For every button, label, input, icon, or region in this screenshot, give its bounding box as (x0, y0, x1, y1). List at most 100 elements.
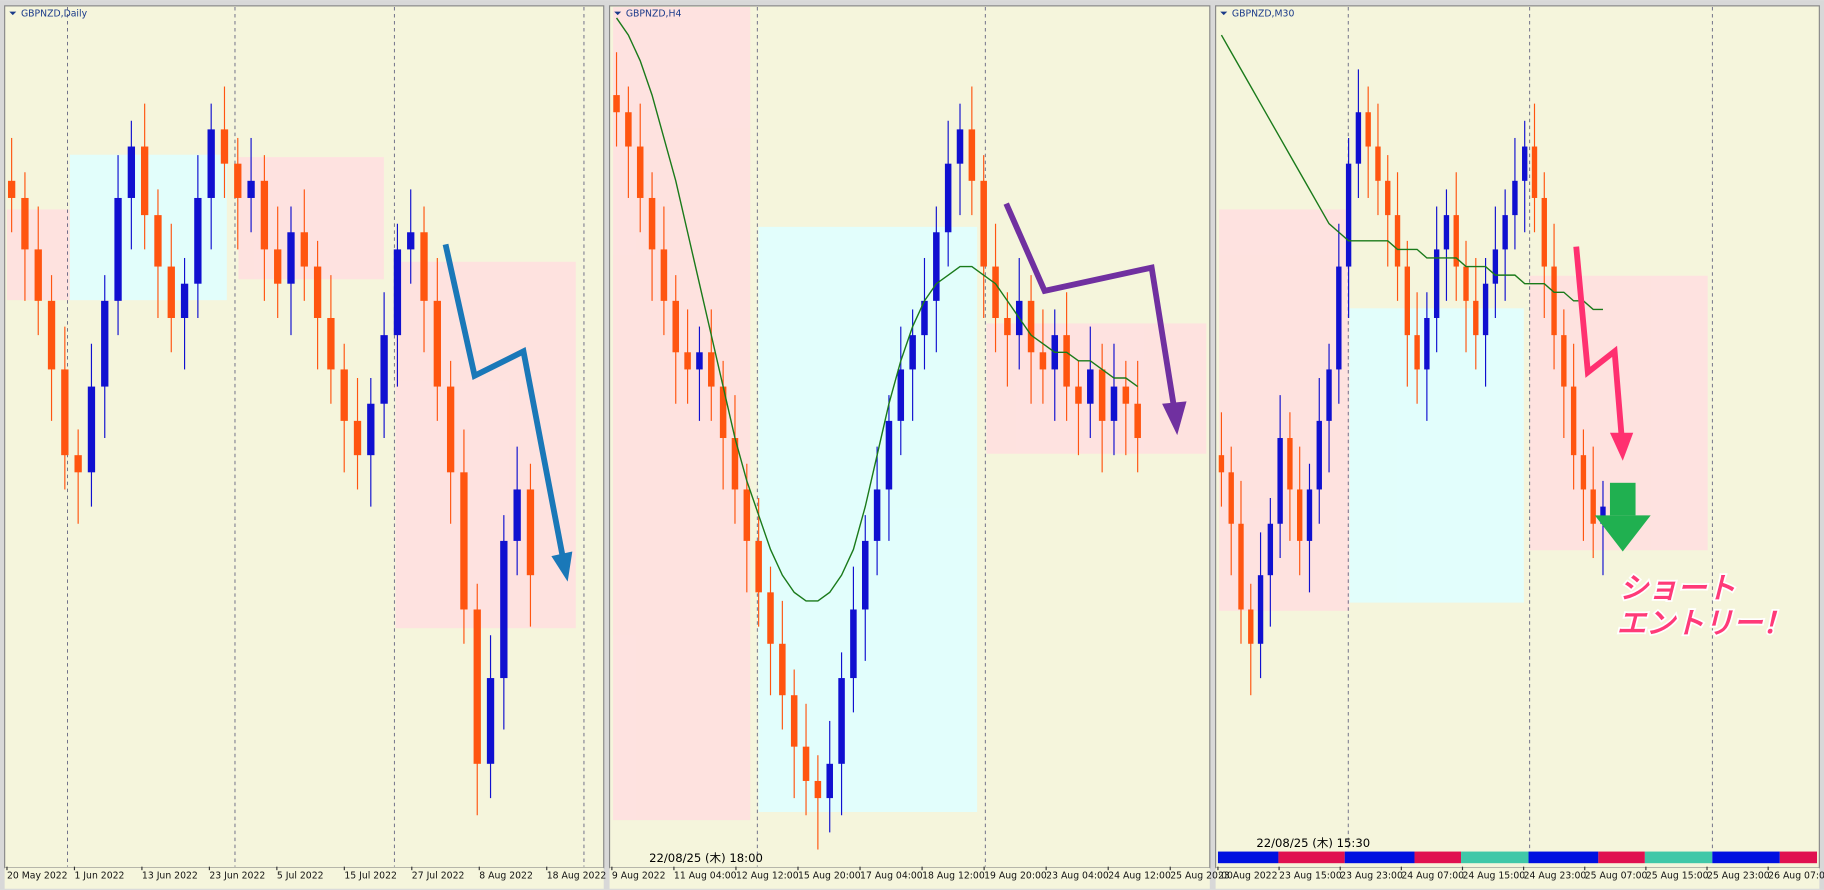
candle-body (194, 197, 202, 284)
candle-body (636, 146, 644, 198)
candle-body (393, 249, 402, 336)
x-tick-label: 24 Aug 15:00 (1462, 870, 1525, 881)
session-bar (1217, 851, 1818, 864)
cursor-time: 22/08/25 (木) 15:30 (1256, 836, 1370, 850)
candle-body (1228, 472, 1234, 524)
candle-body (1541, 197, 1547, 267)
candle-body (1122, 386, 1130, 404)
candle-body (1110, 386, 1118, 421)
panel-menu-icon (1220, 11, 1228, 16)
candle-body (1267, 523, 1274, 576)
candle-body (61, 369, 69, 456)
candle-body (1414, 335, 1420, 370)
x-tick-label: 23 Aug 15:00 (1279, 870, 1342, 881)
x-tick-label: 25 Aug 20:00 (1170, 870, 1233, 881)
candle-body (87, 386, 96, 473)
x-tick-label: 15 Jul 2022 (344, 870, 397, 881)
moving-average (1220, 34, 1603, 311)
candle-body (234, 163, 242, 198)
candle-body (1502, 215, 1508, 250)
x-tick-label: 18 Aug 12:00 (922, 870, 985, 881)
candle-body (513, 489, 521, 541)
x-tick-label: 24 Aug 12:00 (1108, 870, 1171, 881)
candle-body (873, 489, 881, 541)
candle-body (1355, 112, 1362, 164)
x-tick-label: 13 Jun 2022 (142, 870, 198, 881)
x-tick-label: 11 Aug 04:00 (674, 870, 737, 881)
x-tick-label: 9 Aug 2022 (612, 870, 666, 881)
candle-body (460, 472, 468, 610)
candle-body (180, 283, 189, 318)
candle-body (862, 540, 869, 610)
candle-body (446, 386, 455, 473)
x-tick-label: 23 Aug 2022 (1218, 870, 1278, 881)
cursor-time: 22/08/25 (木) 18:00 (649, 851, 763, 865)
x-tick-label: 12 Aug 12:00 (736, 870, 799, 881)
candle-body (1453, 215, 1459, 267)
candle-body (933, 232, 940, 301)
candle-body (1004, 317, 1011, 336)
candle-body (74, 455, 82, 473)
candle-body (1561, 335, 1567, 387)
candle-body (684, 352, 691, 370)
candle-body (1482, 283, 1489, 336)
candle-body (790, 695, 798, 747)
candle-body (433, 300, 441, 387)
candle-body (885, 420, 893, 490)
candle-body (1336, 266, 1342, 370)
candle-body (767, 592, 774, 644)
candle-body (141, 146, 149, 216)
candle-body (1375, 146, 1381, 181)
candle-body (921, 300, 928, 336)
x-tick-label: 19 Aug 20:00 (984, 870, 1047, 881)
candle-body (1287, 438, 1293, 490)
candle-body (101, 300, 109, 387)
panel-title: GBPNZD,Daily (21, 8, 88, 19)
candle-body (1404, 266, 1411, 336)
candle-body (353, 420, 362, 456)
panel-title: GBPNZD,H4 (626, 8, 682, 19)
candle-body (1098, 369, 1106, 421)
candle-body (287, 232, 295, 284)
candle-body (944, 163, 952, 233)
candle-body (260, 180, 269, 250)
candle-body (220, 129, 229, 164)
x-tick-label: 25 Aug 07:00 (1585, 870, 1648, 881)
x-tick-label: 1 Jun 2022 (74, 870, 124, 881)
candle-body (473, 609, 481, 764)
x-tick-label: 26 Aug 07:00 (1768, 870, 1824, 881)
candle-body (380, 335, 388, 404)
candle-body (407, 232, 415, 250)
candle-body (1580, 455, 1587, 490)
x-tick-label: 20 May 2022 (7, 870, 68, 881)
candle-body (1590, 489, 1596, 524)
candle-body (1316, 420, 1322, 490)
candle-body (755, 540, 762, 593)
candle-body (1433, 249, 1440, 318)
candle-body (1277, 438, 1283, 524)
candle-body (826, 763, 833, 799)
candle-body (992, 266, 999, 318)
candle-body (779, 643, 786, 696)
x-tick-label: 25 Aug 15:00 (1646, 870, 1709, 881)
candle-body (897, 369, 905, 421)
candle-body (1473, 300, 1479, 336)
candle-body (1522, 146, 1528, 181)
candle-body (1248, 609, 1254, 644)
x-tick-label: 25 Aug 23:00 (1707, 870, 1770, 881)
candle-body (1600, 506, 1606, 524)
candle-body (708, 352, 715, 387)
candle-body (1443, 215, 1450, 250)
candle-body (1345, 163, 1352, 267)
candle-body (731, 438, 739, 490)
candle-body (7, 180, 16, 198)
candle-body (696, 352, 703, 370)
candle-body (1512, 180, 1518, 216)
panel-menu-icon (9, 11, 17, 16)
candle-body (1218, 455, 1225, 473)
candle-body (1492, 249, 1499, 284)
candle-body (1063, 335, 1070, 387)
candle-body (1365, 112, 1371, 147)
candle-body (909, 335, 916, 370)
x-tick-label: 15 Aug 20:00 (798, 870, 861, 881)
